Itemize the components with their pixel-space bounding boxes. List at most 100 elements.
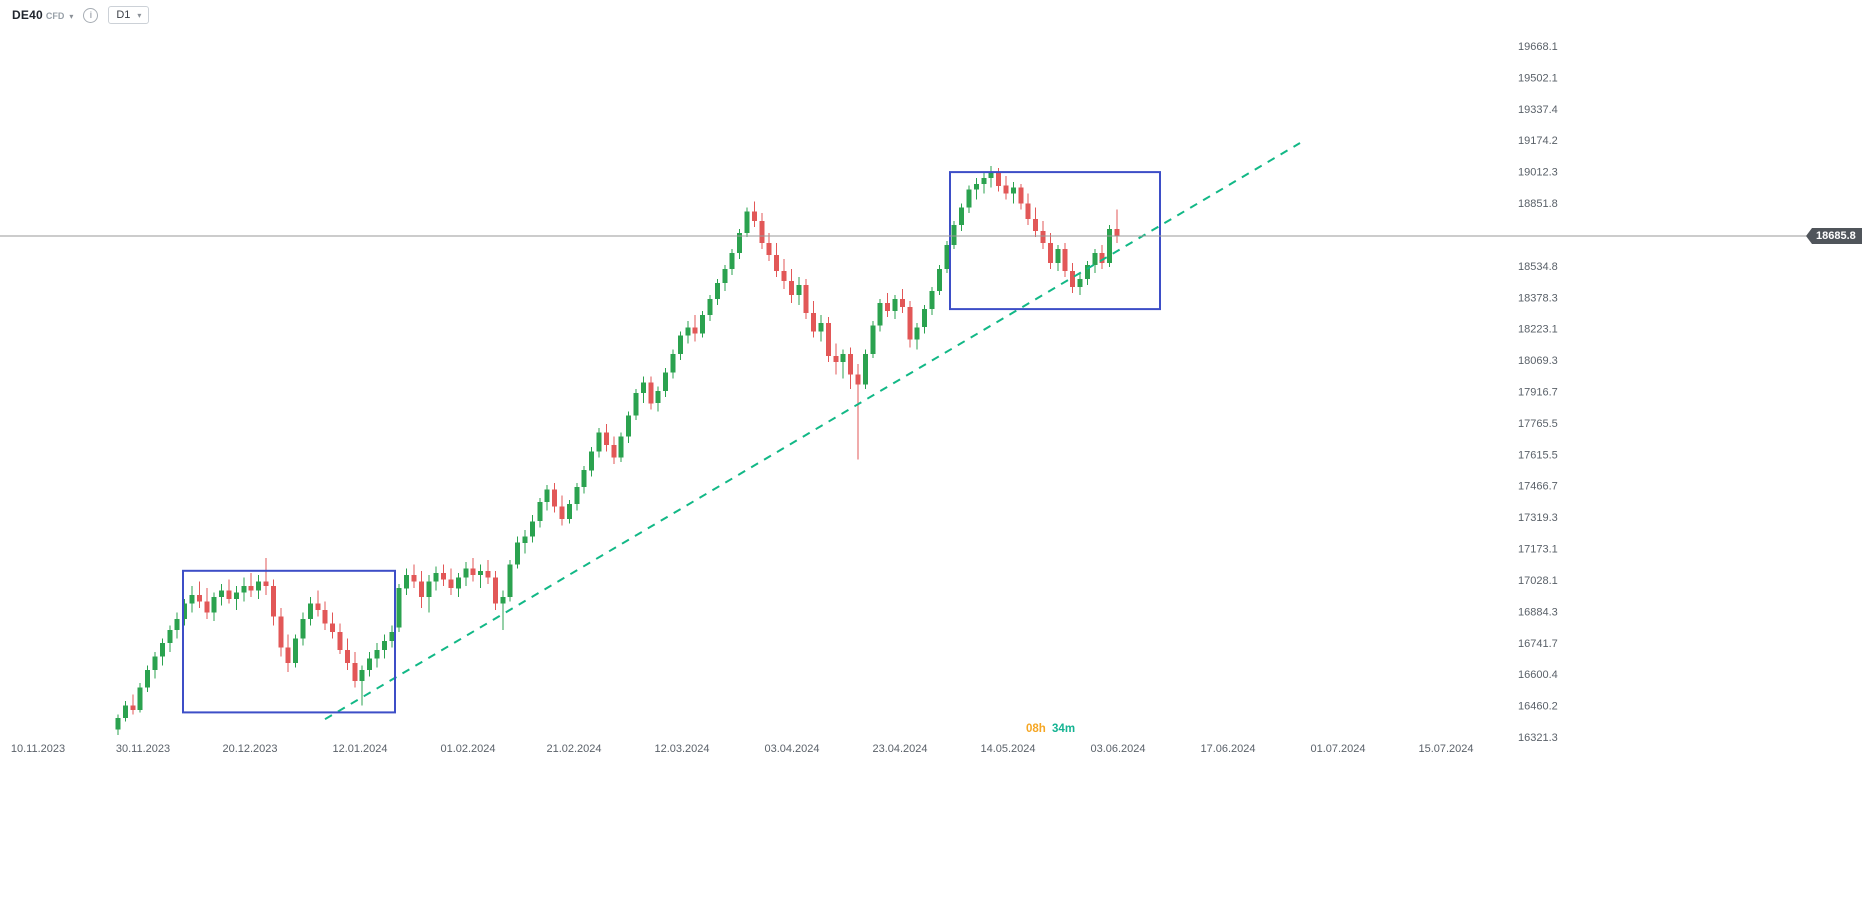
candle-body xyxy=(1099,252,1105,263)
candle-body xyxy=(522,536,528,543)
candle-body xyxy=(877,303,883,326)
candle-body xyxy=(263,581,269,587)
candle-body xyxy=(788,280,794,295)
candle-body xyxy=(529,521,535,537)
x-axis-label: 21.02.2024 xyxy=(546,743,601,755)
candle-body xyxy=(1077,278,1083,287)
candle-body xyxy=(1047,242,1053,263)
candle-body xyxy=(226,590,232,600)
candle-body xyxy=(1025,203,1031,220)
candle-body xyxy=(404,575,410,589)
current-price-tag: 18685.8 xyxy=(1806,228,1862,244)
candle-body xyxy=(285,647,291,664)
candle-body xyxy=(944,244,950,269)
x-axis-label: 01.02.2024 xyxy=(440,743,495,755)
candle-body xyxy=(426,581,432,597)
candle-body xyxy=(411,575,417,582)
x-axis-label: 12.03.2024 xyxy=(654,743,709,755)
candle-body xyxy=(1070,270,1076,287)
candle-body xyxy=(811,313,817,332)
candle-body xyxy=(892,298,898,311)
candle-body xyxy=(418,581,424,597)
candle-body xyxy=(655,390,661,404)
candle-body xyxy=(537,502,543,522)
y-axis-label: 17466.7 xyxy=(1518,481,1558,493)
y-axis-label: 18534.8 xyxy=(1518,261,1558,273)
candle-body xyxy=(359,669,365,681)
candle-body xyxy=(633,392,639,416)
candle-body xyxy=(959,207,965,225)
candle-body xyxy=(492,577,498,604)
current-price-value: 18685.8 xyxy=(1816,230,1856,242)
candle-body xyxy=(389,632,395,641)
candle-body xyxy=(381,641,387,650)
candle-body xyxy=(396,588,402,628)
range-box[interactable] xyxy=(182,569,396,714)
candle-body xyxy=(796,284,802,295)
candle-body xyxy=(270,586,276,617)
candle-body xyxy=(766,242,772,255)
chart-toolbar: DE40 CFD ▾ i D1 ▾ xyxy=(12,6,150,24)
y-axis-label: 19012.3 xyxy=(1518,167,1558,179)
candle-body xyxy=(241,586,247,593)
candle-body xyxy=(455,577,461,589)
candle-body xyxy=(1084,264,1090,279)
candle-body xyxy=(478,570,484,576)
candle-body xyxy=(885,303,891,312)
candle-body xyxy=(189,594,195,604)
candle-body xyxy=(1092,252,1098,265)
candle-body xyxy=(322,610,328,624)
instrument-type-label: CFD xyxy=(45,11,65,21)
candle-body xyxy=(751,211,757,222)
candle-body xyxy=(603,432,609,445)
candle-body xyxy=(936,268,942,291)
range-box[interactable] xyxy=(949,171,1161,311)
y-axis-label: 16741.7 xyxy=(1518,638,1558,650)
candle-body xyxy=(507,564,513,597)
x-axis-label: 03.06.2024 xyxy=(1090,743,1145,755)
candle-body xyxy=(922,309,928,328)
y-axis-label: 16460.2 xyxy=(1518,701,1558,713)
candle-body xyxy=(330,623,336,633)
chevron-down-icon: ▾ xyxy=(137,10,142,20)
candle-body xyxy=(707,298,713,316)
candle-body xyxy=(344,649,350,664)
candle-body xyxy=(729,252,735,269)
candle-body xyxy=(988,172,994,178)
candle-body xyxy=(996,172,1002,186)
trend-line[interactable] xyxy=(324,142,1301,721)
y-axis-label: 18069.3 xyxy=(1518,355,1558,367)
candle-body xyxy=(1040,231,1046,243)
candle-body xyxy=(574,487,580,505)
x-axis-label: 17.06.2024 xyxy=(1200,743,1255,755)
candle-body xyxy=(441,573,447,580)
candle-body xyxy=(714,282,720,299)
candle-countdown-timer: 08h 34m xyxy=(1026,723,1075,735)
candle-body xyxy=(1055,248,1061,263)
candle-body xyxy=(470,568,476,576)
candle-body xyxy=(559,506,565,520)
candle-body xyxy=(833,355,839,362)
x-axis-label: 12.01.2024 xyxy=(332,743,387,755)
timeframe-value: D1 xyxy=(116,9,131,21)
candle-body xyxy=(1107,229,1113,263)
candle-body xyxy=(174,618,180,630)
candle-body xyxy=(722,268,728,283)
info-icon[interactable]: i xyxy=(83,7,99,23)
timeframe-selector[interactable]: D1 ▾ xyxy=(108,6,150,24)
candle-body xyxy=(463,568,469,578)
candle-body xyxy=(233,592,239,600)
x-axis-label: 03.04.2024 xyxy=(764,743,819,755)
candle-body xyxy=(818,323,824,332)
candle-body xyxy=(337,632,343,650)
symbol-selector[interactable]: DE40 CFD ▾ xyxy=(12,8,73,22)
candle-body xyxy=(122,705,128,719)
x-axis-label: 01.07.2024 xyxy=(1310,743,1365,755)
candle-body xyxy=(759,221,765,243)
candle-body xyxy=(737,233,743,253)
candle-body xyxy=(774,254,780,271)
y-axis-label: 16884.3 xyxy=(1518,606,1558,618)
candle-body xyxy=(855,374,861,385)
candle-body xyxy=(648,382,654,404)
